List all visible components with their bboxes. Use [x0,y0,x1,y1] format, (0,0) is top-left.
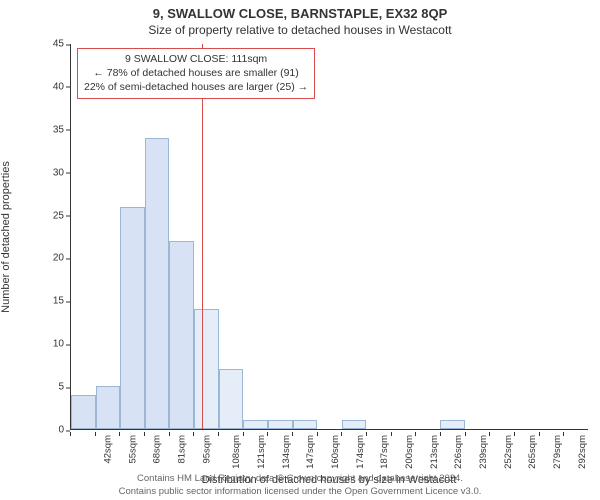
histogram-bar [120,207,145,429]
y-tick: 35 [53,124,64,135]
footer-line2: Contains public sector information licen… [0,486,600,498]
y-axis-label: Number of detached properties [0,161,12,313]
x-tick-label: 68sqm [152,435,163,464]
x-tick-label: 108sqm [231,435,242,469]
title-address: 9, SWALLOW CLOSE, BARNSTAPLE, EX32 8QP [0,0,600,21]
y-tick: 10 [53,339,64,350]
y-tick: 15 [53,296,64,307]
x-tick-mark [70,432,71,436]
y-tick: 45 [53,39,64,50]
y-tick: 5 [58,382,64,393]
x-tick-mark [514,432,515,436]
x-tick-label: 42sqm [103,435,114,464]
x-tick-label: 160sqm [330,435,341,469]
x-tick-label: 200sqm [404,435,415,469]
annotation-line2: ← 78% of detached houses are smaller (91… [84,66,308,80]
x-tick-mark [144,432,145,436]
x-tick-mark [440,432,441,436]
title-subtitle: Size of property relative to detached ho… [0,21,600,41]
y-tick: 30 [53,167,64,178]
histogram-bar [293,420,318,429]
histogram-bar [440,420,465,429]
x-tick-mark [292,432,293,436]
x-tick-label: 213sqm [428,435,439,469]
y-tick: 40 [53,81,64,92]
plot-area: 9 SWALLOW CLOSE: 111sqm ← 78% of detache… [70,44,588,430]
y-axis: 051015202530354045 [46,44,70,430]
y-tick: 25 [53,210,64,221]
x-tick-label: 252sqm [502,435,513,469]
histogram-bar [268,420,293,429]
x-tick-label: 147sqm [305,435,316,469]
x-tick-mark [366,432,367,436]
annotation-box: 9 SWALLOW CLOSE: 111sqm ← 78% of detache… [77,48,315,99]
x-tick-label: 95sqm [201,435,212,464]
x-tick-mark [169,432,170,436]
x-tick-mark [218,432,219,436]
histogram-bar [219,369,244,429]
x-tick-mark [415,432,416,436]
x-tick-mark [243,432,244,436]
footer-line1: Contains HM Land Registry data © Crown c… [0,473,600,485]
x-tick-mark [193,432,194,436]
x-tick-mark [465,432,466,436]
x-tick-label: 187sqm [379,435,390,469]
histogram-bar [194,309,219,429]
x-tick-mark [489,432,490,436]
x-tick-label: 292sqm [576,435,587,469]
x-tick-mark [341,432,342,436]
x-tick-label: 279sqm [552,435,563,469]
histogram-bar [243,420,268,429]
histogram-bar [96,386,121,429]
x-tick-label: 55sqm [127,435,138,464]
histogram-bar [71,395,96,429]
x-tick-label: 121sqm [256,435,267,469]
histogram-bar [169,241,194,429]
annotation-line3: 22% of semi-detached houses are larger (… [84,80,308,94]
y-tick: 0 [58,425,64,436]
chart-area: Number of detached properties Distributi… [18,44,588,430]
x-tick-label: 226sqm [453,435,464,469]
x-tick-mark [391,432,392,436]
x-tick-mark [539,432,540,436]
histogram-bar [342,420,367,429]
reference-line [202,44,203,429]
x-tick-label: 239sqm [478,435,489,469]
x-tick-mark [95,432,96,436]
x-tick-label: 174sqm [354,435,365,469]
x-tick-label: 81sqm [177,435,188,464]
footer-attribution: Contains HM Land Registry data © Crown c… [0,473,600,498]
x-tick-label: 265sqm [527,435,538,469]
x-tick-mark [267,432,268,436]
x-tick-label: 134sqm [280,435,291,469]
y-tick: 20 [53,253,64,264]
x-tick-mark [317,432,318,436]
x-tick-mark [119,432,120,436]
histogram-bar [145,138,170,429]
annotation-line1: 9 SWALLOW CLOSE: 111sqm [84,52,308,66]
x-tick-mark [563,432,564,436]
